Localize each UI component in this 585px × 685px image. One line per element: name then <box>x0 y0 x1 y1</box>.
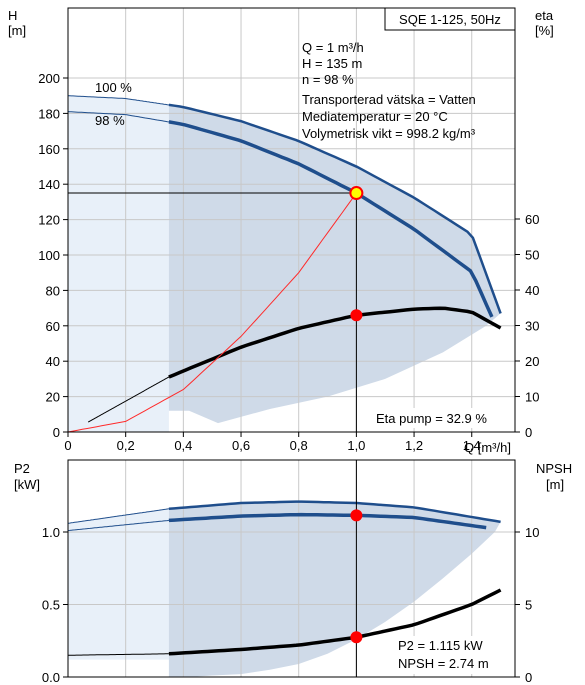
top-y-left-tick-label: 20 <box>46 390 60 405</box>
top-x-tick-label: 0 <box>64 438 71 453</box>
bottom-y-left-tick-label: 1.0 <box>42 525 60 540</box>
npsh-value-text: NPSH = 2.74 m <box>398 656 489 671</box>
head-curve-100 <box>168 103 502 314</box>
npsh-point-marker <box>350 631 363 644</box>
bottom-y-left-label-2: [kW] <box>14 477 40 492</box>
curve-label-98: 98 % <box>95 113 125 128</box>
info-line: Volymetrisk vikt = 998.2 kg/m³ <box>302 126 476 141</box>
info-line: Q = 1 m³/h <box>302 40 364 55</box>
top-y-left-tick-label: 180 <box>38 106 60 121</box>
p2-curve-98 <box>168 512 487 530</box>
bottom-y-right-tick-label: 0 <box>525 670 532 685</box>
bottom-y-right-label-1: NPSH <box>536 461 572 476</box>
head-curve-100-thin <box>67 95 169 106</box>
eta-pump-box <box>372 408 508 428</box>
duty-values-box <box>392 636 510 674</box>
bottom-y-left-tick-label: 0.0 <box>42 670 60 685</box>
top-y-left-tick-label: 80 <box>46 283 60 298</box>
top-y-left-tick-label: 160 <box>38 142 60 157</box>
operating-range-dark <box>168 104 501 424</box>
bottom-y-right-label-2: [m] <box>546 477 564 492</box>
top-x-tick-label: 0,2 <box>117 438 135 453</box>
bottom-plot-frame <box>67 459 516 678</box>
p2-value-text: P2 = 1.115 kW <box>398 638 483 653</box>
chart-title-box <box>384 7 516 31</box>
info-line: Transporterad vätska = Vatten <box>302 92 476 107</box>
npsh-curve <box>168 588 502 656</box>
top-x-tick-label: 0,8 <box>290 438 308 453</box>
power-range-dark <box>168 501 501 677</box>
top-y-left-tick-label: 120 <box>38 213 60 228</box>
top-y-left-tick-label: 60 <box>46 319 60 334</box>
power-range-light <box>68 508 169 660</box>
top-y-left-tick-label: 0 <box>53 425 60 440</box>
top-x-tick-label: 0,6 <box>232 438 250 453</box>
top-y-right-tick-label: 0 <box>525 425 532 440</box>
bottom-y-left-tick-label: 0.5 <box>42 598 60 613</box>
info-line: Mediatemperatur = 20 °C <box>302 109 448 124</box>
eta-pump-text: Eta pump = 32.9 % <box>376 411 487 426</box>
info-line: n = 98 % <box>302 72 354 87</box>
top-x-axis-label: Q [m³/h] <box>464 440 511 455</box>
top-y-right-tick-label: 40 <box>525 283 539 298</box>
info-line: H = 135 m <box>302 56 362 71</box>
top-y-left-tick-label: 200 <box>38 71 60 86</box>
top-y-left-tick-label: 100 <box>38 248 60 263</box>
operating-range-light <box>68 95 169 432</box>
p2-curve-98-thin <box>67 519 169 531</box>
top-y-right-label-1: eta <box>535 8 554 23</box>
npsh-curve-thin <box>67 653 169 656</box>
curve-label-100: 100 % <box>95 80 132 95</box>
top-plot-frame <box>67 7 516 433</box>
bottom-y-left-label-1: P2 <box>14 461 30 476</box>
info-block: Q = 1 m³/h H = 135 m n = 98 % Transporte… <box>302 40 476 141</box>
bottom-y-right-tick-label: 10 <box>525 525 539 540</box>
p2-curve-100-thin <box>67 508 169 524</box>
top-x-tick-label: 1,4 <box>463 438 481 453</box>
system-curve <box>67 192 357 433</box>
top-y-left-label-1: H <box>8 8 17 23</box>
p2-point-marker <box>350 509 363 522</box>
top-y-right-tick-label: 20 <box>525 354 539 369</box>
bottom-y-right-tick-label: 5 <box>525 598 532 613</box>
top-y-right-tick-label: 10 <box>525 390 539 405</box>
chart-title: SQE 1-125, 50Hz <box>399 12 501 27</box>
top-y-left-label-2: [m] <box>8 23 26 38</box>
head-curve-98 <box>168 120 494 318</box>
eta-curve <box>168 306 502 379</box>
head-curve-98-thin <box>67 111 169 123</box>
top-y-left-tick-label: 40 <box>46 354 60 369</box>
top-y-right-tick-label: 30 <box>525 319 539 334</box>
eta-curve-thin <box>87 376 170 423</box>
top-y-right-label-2: [%] <box>535 23 554 38</box>
p2-curve-100 <box>168 500 501 524</box>
top-y-right-tick-label: 60 <box>525 212 539 227</box>
top-x-tick-label: 0,4 <box>174 438 192 453</box>
top-y-right-tick-label: 50 <box>525 248 539 263</box>
duty-point-marker <box>349 186 364 201</box>
top-y-left-tick-label: 140 <box>38 177 60 192</box>
eta-point-marker <box>350 309 363 322</box>
top-x-tick-label: 1,2 <box>405 438 423 453</box>
top-x-tick-label: 1,0 <box>347 438 365 453</box>
